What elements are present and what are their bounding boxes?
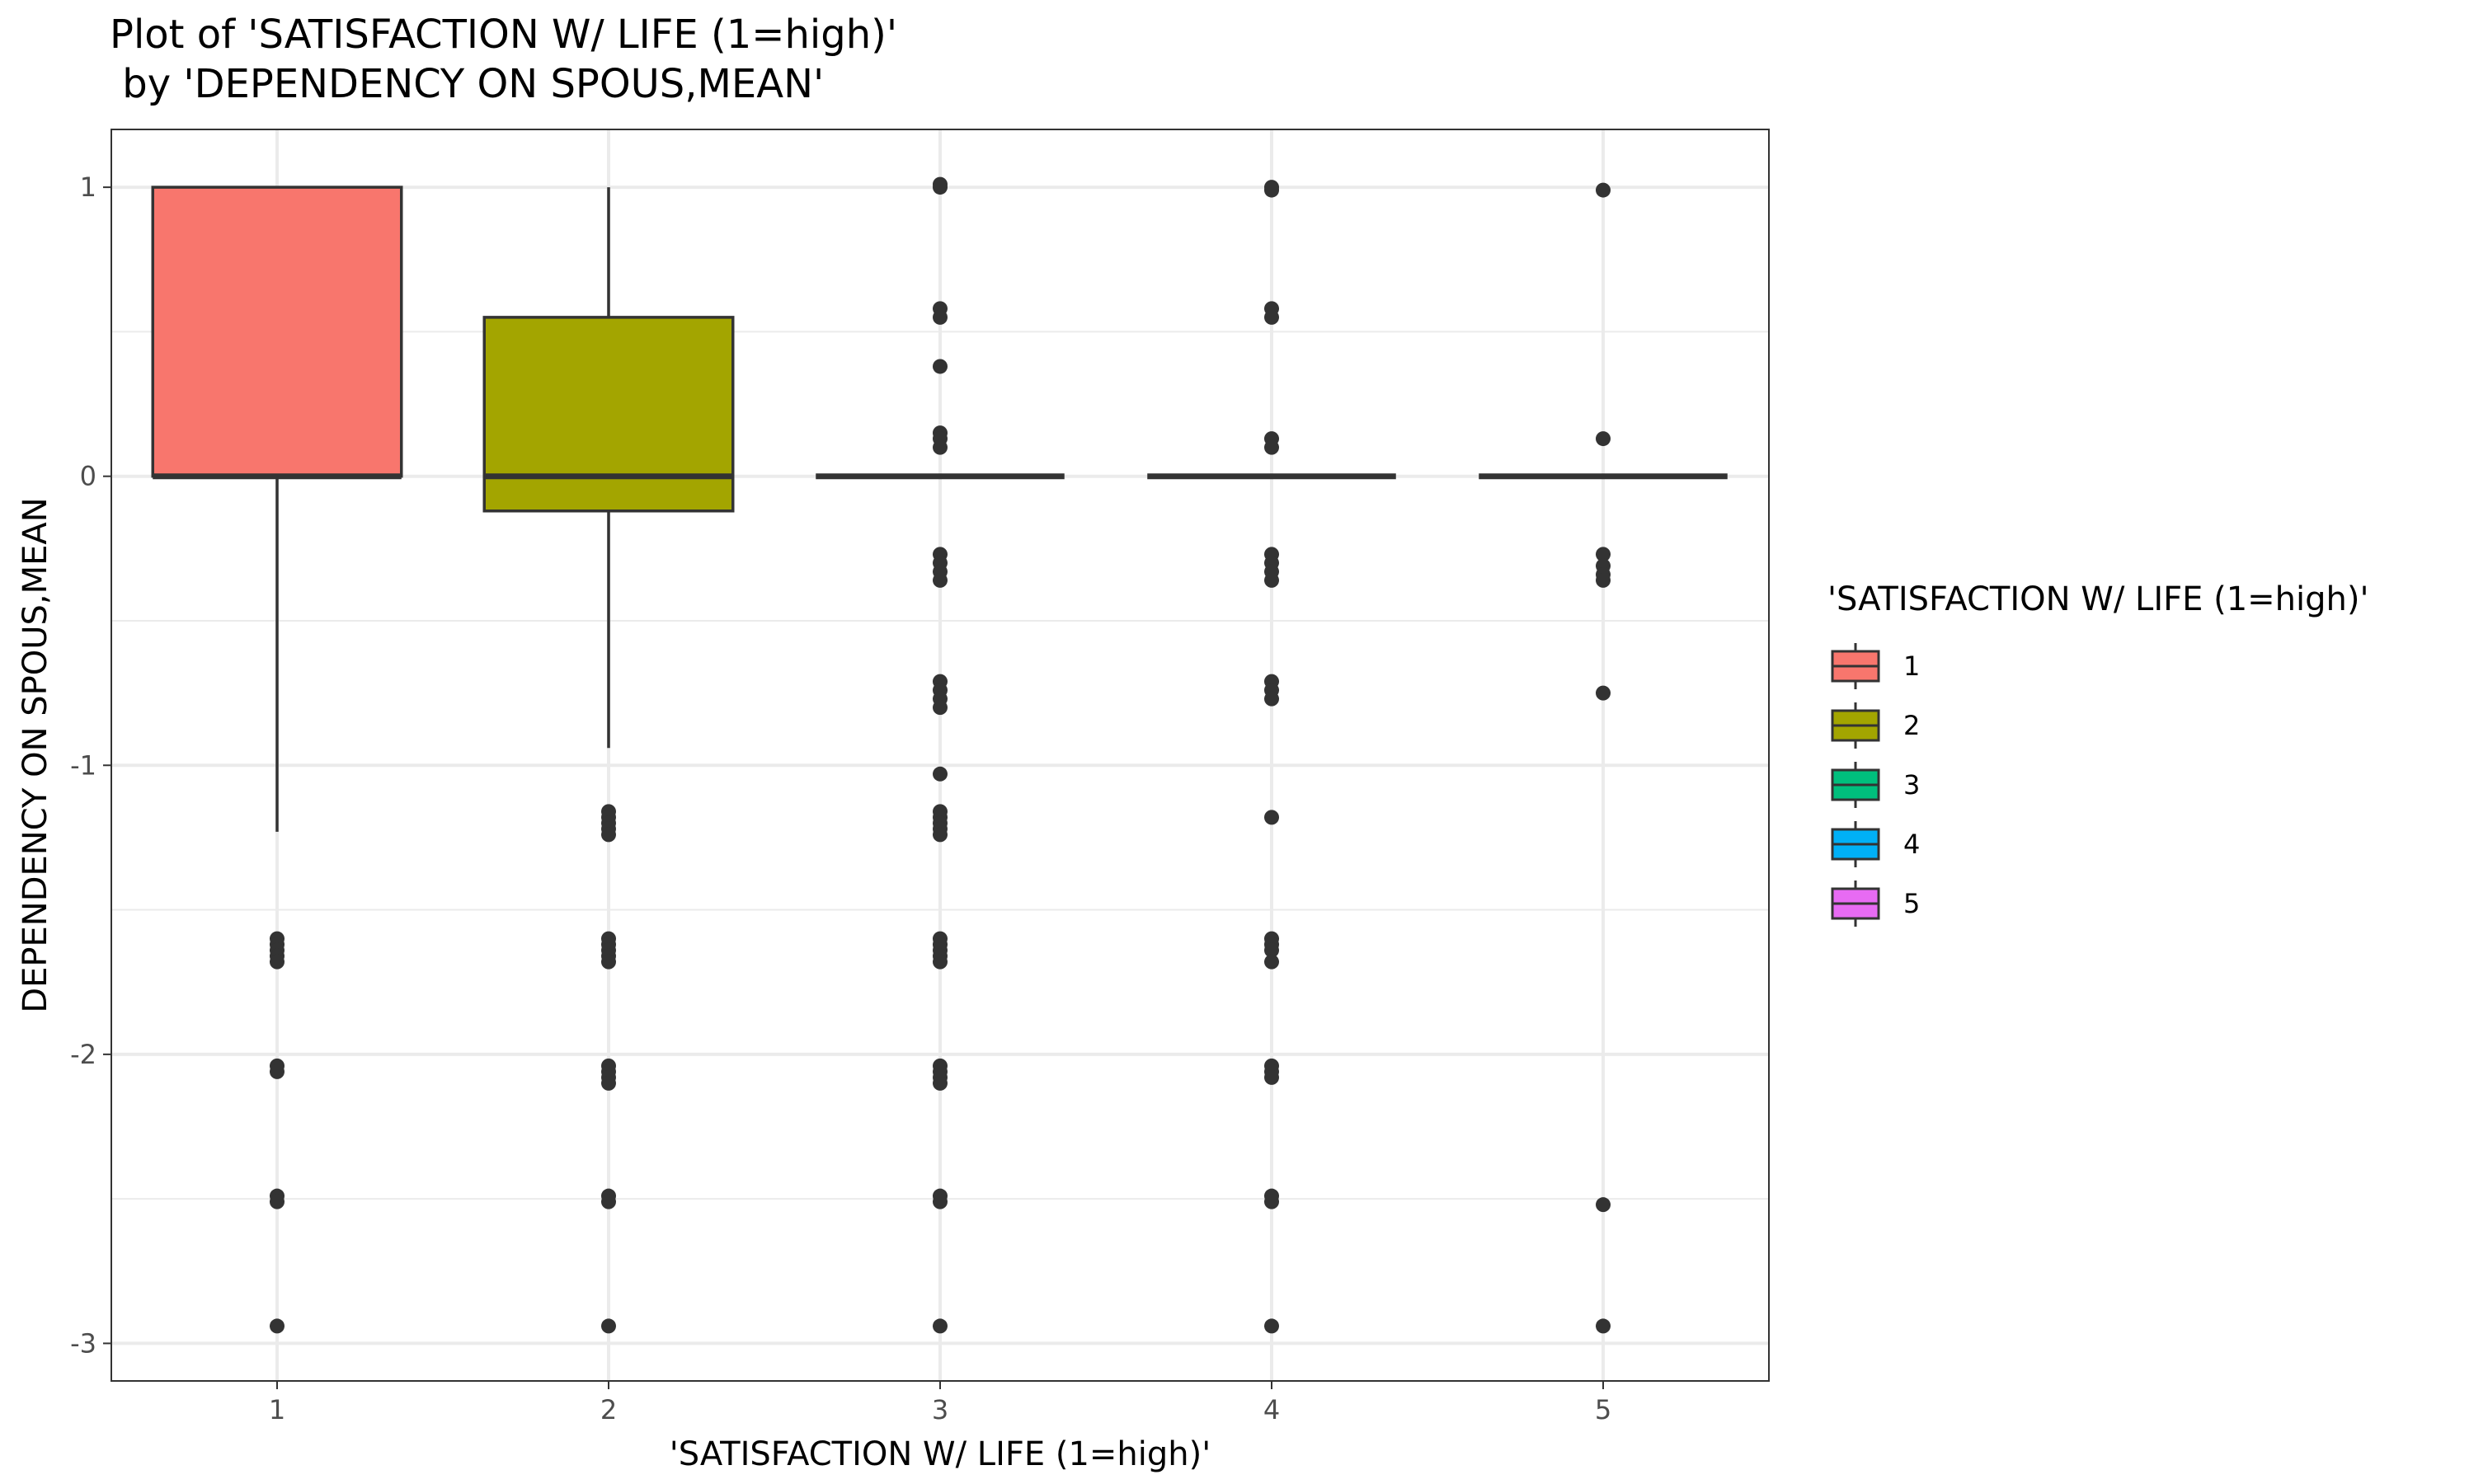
outlier-point-3	[933, 1194, 948, 1209]
outlier-point-3	[933, 1075, 948, 1091]
x-tick-label: 2	[600, 1394, 617, 1425]
outlier-point-2	[601, 954, 616, 970]
chart-title-line-2: by 'DEPENDENCY ON SPOUS,MEAN'	[110, 61, 824, 107]
outlier-point-4	[1264, 180, 1279, 195]
outlier-point-5	[1596, 547, 1611, 562]
y-tick-label: 0	[80, 461, 96, 492]
outlier-point-4	[1264, 309, 1279, 325]
outlier-point-4	[1264, 810, 1279, 825]
outlier-point-4	[1264, 1069, 1279, 1085]
y-tick-label: -1	[70, 749, 96, 781]
box-layer	[151, 186, 1728, 832]
outlier-point-4	[1264, 1318, 1279, 1334]
outlier-point-2	[601, 1194, 616, 1209]
legend-label-5: 5	[1903, 888, 1920, 919]
outlier-point-1	[270, 1318, 285, 1334]
x-tick-label: 4	[1263, 1394, 1280, 1425]
outlier-point-3	[933, 1318, 948, 1334]
outlier-point-5	[1596, 1318, 1611, 1334]
legend-items: 1 2 3 4 5	[1831, 643, 1920, 927]
legend-label-4: 4	[1903, 829, 1920, 860]
outlier-point-4	[1264, 691, 1279, 707]
x-tick-label: 5	[1595, 1394, 1611, 1425]
outlier-point-4	[1264, 1194, 1279, 1209]
outlier-point-4	[1264, 942, 1279, 958]
outlier-point-4	[1264, 439, 1279, 455]
legend-title: 'SATISFACTION W/ LIFE (1=high)'	[1827, 580, 2368, 618]
outlier-point-3	[933, 827, 948, 843]
legend-label-3: 3	[1903, 769, 1920, 801]
outlier-layer	[270, 176, 1611, 1334]
legend: 'SATISFACTION W/ LIFE (1=high)' 1 2 3 4 5	[1827, 580, 2368, 927]
outlier-point-3	[933, 439, 948, 455]
legend-label-2: 2	[1903, 710, 1920, 741]
outlier-point-1	[270, 954, 285, 970]
x-axis: 1 2 3 4 5	[269, 1381, 1611, 1425]
outlier-point-1	[270, 1064, 285, 1079]
outlier-point-5	[1596, 1197, 1611, 1213]
outlier-point-3	[933, 309, 948, 325]
outlier-point-1	[270, 1194, 285, 1209]
outlier-point-3	[933, 572, 948, 588]
outlier-point-2	[601, 827, 616, 843]
x-axis-title: 'SATISFACTION W/ LIFE (1=high)'	[670, 1435, 1211, 1473]
outlier-point-2	[601, 1318, 616, 1334]
chart-title-line-1: Plot of 'SATISFACTION W/ LIFE (1=high)'	[110, 12, 897, 58]
y-tick-label: 1	[80, 171, 96, 203]
y-tick-label: -3	[70, 1327, 96, 1359]
box-1	[151, 186, 403, 478]
outlier-point-3	[933, 176, 948, 192]
legend-label-1: 1	[1903, 650, 1920, 682]
outlier-point-3	[933, 766, 948, 782]
y-axis-title: DEPENDENCY ON SPOUS,MEAN	[16, 497, 54, 1012]
outlier-point-5	[1596, 685, 1611, 701]
box-2	[482, 316, 735, 513]
x-tick-label: 1	[269, 1394, 285, 1425]
outlier-point-2	[601, 1075, 616, 1091]
y-axis: 1 0 -1 -2 -3	[70, 171, 111, 1359]
outlier-point-4	[1264, 572, 1279, 588]
outlier-point-3	[933, 954, 948, 970]
outlier-point-3	[933, 359, 948, 374]
y-tick-label: -2	[70, 1039, 96, 1070]
outlier-point-5	[1596, 182, 1611, 198]
outlier-point-3	[933, 700, 948, 716]
outlier-point-5	[1596, 431, 1611, 447]
outlier-point-5	[1596, 572, 1611, 588]
x-tick-label: 3	[932, 1394, 948, 1425]
outlier-point-4	[1264, 954, 1279, 970]
